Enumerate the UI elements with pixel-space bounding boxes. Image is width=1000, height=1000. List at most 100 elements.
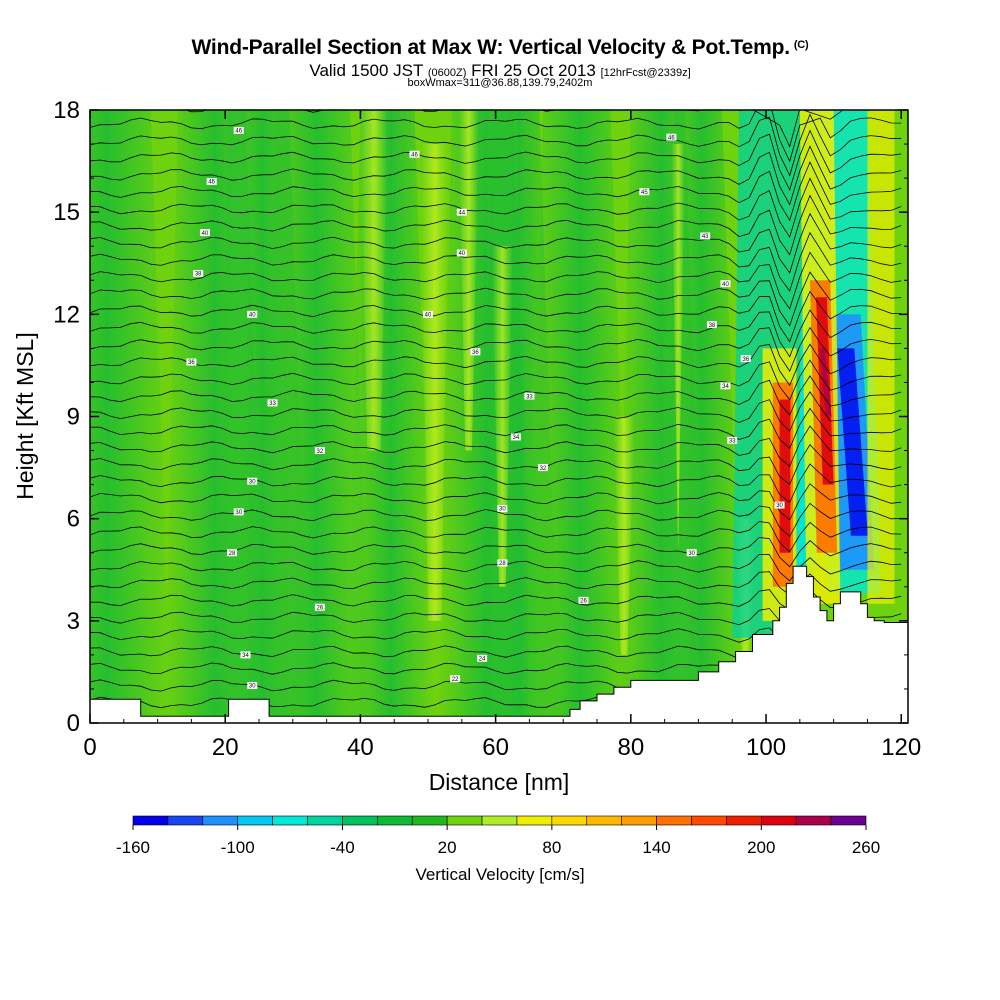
- chart-title-copyright: (C): [793, 39, 809, 51]
- contour-label: 34: [510, 433, 521, 441]
- isentrope-line: [90, 110, 902, 163]
- contour-label-text: 33: [526, 394, 533, 400]
- isentrope-line: [90, 129, 902, 191]
- colorbar-swatch: [656, 815, 692, 826]
- contour-label-box: [314, 603, 325, 611]
- contour-label-box: [639, 188, 650, 196]
- isentrope-line: [90, 251, 902, 310]
- colorbar-swatch: [586, 815, 622, 826]
- contour-label-text: 44: [458, 210, 465, 216]
- isentrope-line: [90, 271, 902, 327]
- contour-label-text: 40: [202, 231, 209, 237]
- contour-label-text: 40: [458, 251, 465, 257]
- chart-subtitle-valid: Valid 1500 JST (0600Z) FRI 25 Oct 2013 […: [0, 61, 1000, 81]
- plot-area: 46 46 46 46 44 45 40 43 40 38 40 40 40 38 36 36 36 34 33 33…: [90, 110, 908, 723]
- contour-label-text: 22: [452, 677, 459, 683]
- contour-label-text: 24: [479, 656, 486, 662]
- x-tick-label: 20: [212, 734, 239, 761]
- contour-label-text: 30: [499, 507, 506, 513]
- colorbar-swatch: [167, 815, 204, 826]
- contour-label-box: [206, 178, 217, 186]
- contour-label: 43: [700, 232, 711, 240]
- contour-label-text: 40: [249, 313, 256, 319]
- isentrope-line: [90, 145, 902, 206]
- contour-label-text: 38: [709, 323, 716, 329]
- isentrope-line: [90, 343, 902, 387]
- valid-utc: (0600Z): [427, 67, 467, 79]
- isentrope-line: [90, 194, 902, 256]
- colorbar-swatch: [481, 815, 518, 826]
- forecast-label: [12hrFcst@2339z]: [600, 67, 691, 79]
- contour-label: 33: [727, 436, 738, 445]
- contour-label: 26: [578, 596, 589, 605]
- contour-label-box: [774, 501, 785, 509]
- contour-label-box: [193, 269, 204, 277]
- contour-label-text: 36: [188, 360, 195, 366]
- contour-label-text: 46: [411, 152, 418, 158]
- contour-label: 40: [456, 249, 467, 257]
- contour-label: 46: [233, 126, 244, 135]
- contour-label-text: 30: [776, 503, 783, 509]
- contour-label: 34: [720, 382, 731, 390]
- contour-label-text: 33: [269, 401, 276, 407]
- contour-label-box: [226, 549, 237, 557]
- colorbar-swatch: [621, 815, 657, 826]
- updraft-core: [819, 348, 832, 417]
- colorbar-swatch: [237, 815, 273, 826]
- isentrope-line: [90, 589, 902, 611]
- contour-label: 44: [456, 208, 467, 216]
- contour-label-text: 30: [249, 684, 256, 690]
- contour-label: 46: [666, 133, 677, 141]
- isentrope-line: [90, 605, 902, 627]
- contour-label-box: [666, 133, 677, 141]
- isentrope-line: [90, 502, 902, 538]
- contour-labels: 46 46 46 46 44 45 40 43 40 38 40 40 40 38 36 36 36 34 33 33…: [186, 126, 785, 690]
- terrain-mask: [90, 565, 908, 723]
- contour-label-box: [477, 654, 488, 662]
- contour-label-box: [456, 208, 467, 216]
- colorbar-tick-label: -160: [116, 838, 150, 857]
- contour-label-text: 30: [235, 510, 242, 516]
- contour-label-text: 30: [688, 551, 695, 557]
- colorbar-swatch: [551, 815, 588, 826]
- colorbar-swatch: [202, 815, 239, 826]
- isentrope-line: [90, 537, 902, 568]
- contour-label: 30: [247, 477, 258, 485]
- contour-label: 46: [409, 150, 420, 158]
- x-tick-label: 100: [746, 734, 786, 761]
- isentrope-line: [90, 326, 902, 372]
- contour-label-box: [524, 392, 535, 400]
- contour-label-box: [247, 477, 258, 485]
- contour-label-text: 30: [249, 479, 256, 485]
- x-tick-label: 40: [347, 734, 374, 761]
- colorbar-swatch: [272, 815, 308, 826]
- contour-label: 46: [206, 178, 217, 186]
- contour-label: 28: [497, 559, 508, 567]
- updraft-band: [867, 110, 895, 604]
- contour-label-box: [423, 310, 434, 318]
- contour-label-text: 40: [722, 282, 729, 288]
- contour-label-box: [409, 150, 420, 158]
- contour-label-text: 46: [208, 180, 215, 186]
- isentrope-line: [90, 571, 902, 596]
- contour-label: 40: [720, 280, 731, 288]
- contour-label: 34: [240, 651, 251, 659]
- contour-label-box: [706, 321, 717, 329]
- contour-label-text: 45: [641, 190, 648, 196]
- colorbar-swatch: [726, 815, 762, 826]
- isentrope-line: [90, 161, 902, 222]
- contour-label-text: 34: [242, 653, 249, 659]
- contour-label: 28: [226, 549, 237, 557]
- contour-label-box: [247, 682, 258, 690]
- contour-label-text: 36: [472, 350, 479, 356]
- contour-label-box: [740, 355, 751, 363]
- valid-date: FRI 25 Oct 2013: [471, 61, 596, 80]
- contour-label-box: [727, 436, 738, 444]
- y-tick-label: 15: [53, 199, 80, 226]
- contour-label-text: 26: [317, 605, 324, 611]
- isentrope-line: [90, 425, 902, 467]
- y-tick-label: 0: [67, 710, 80, 737]
- x-tick-label: 120: [881, 734, 921, 761]
- isentrope-line: [90, 359, 902, 401]
- chart-subtitle-box: boxWmax=311@36.88,139.79,2402m: [407, 77, 593, 89]
